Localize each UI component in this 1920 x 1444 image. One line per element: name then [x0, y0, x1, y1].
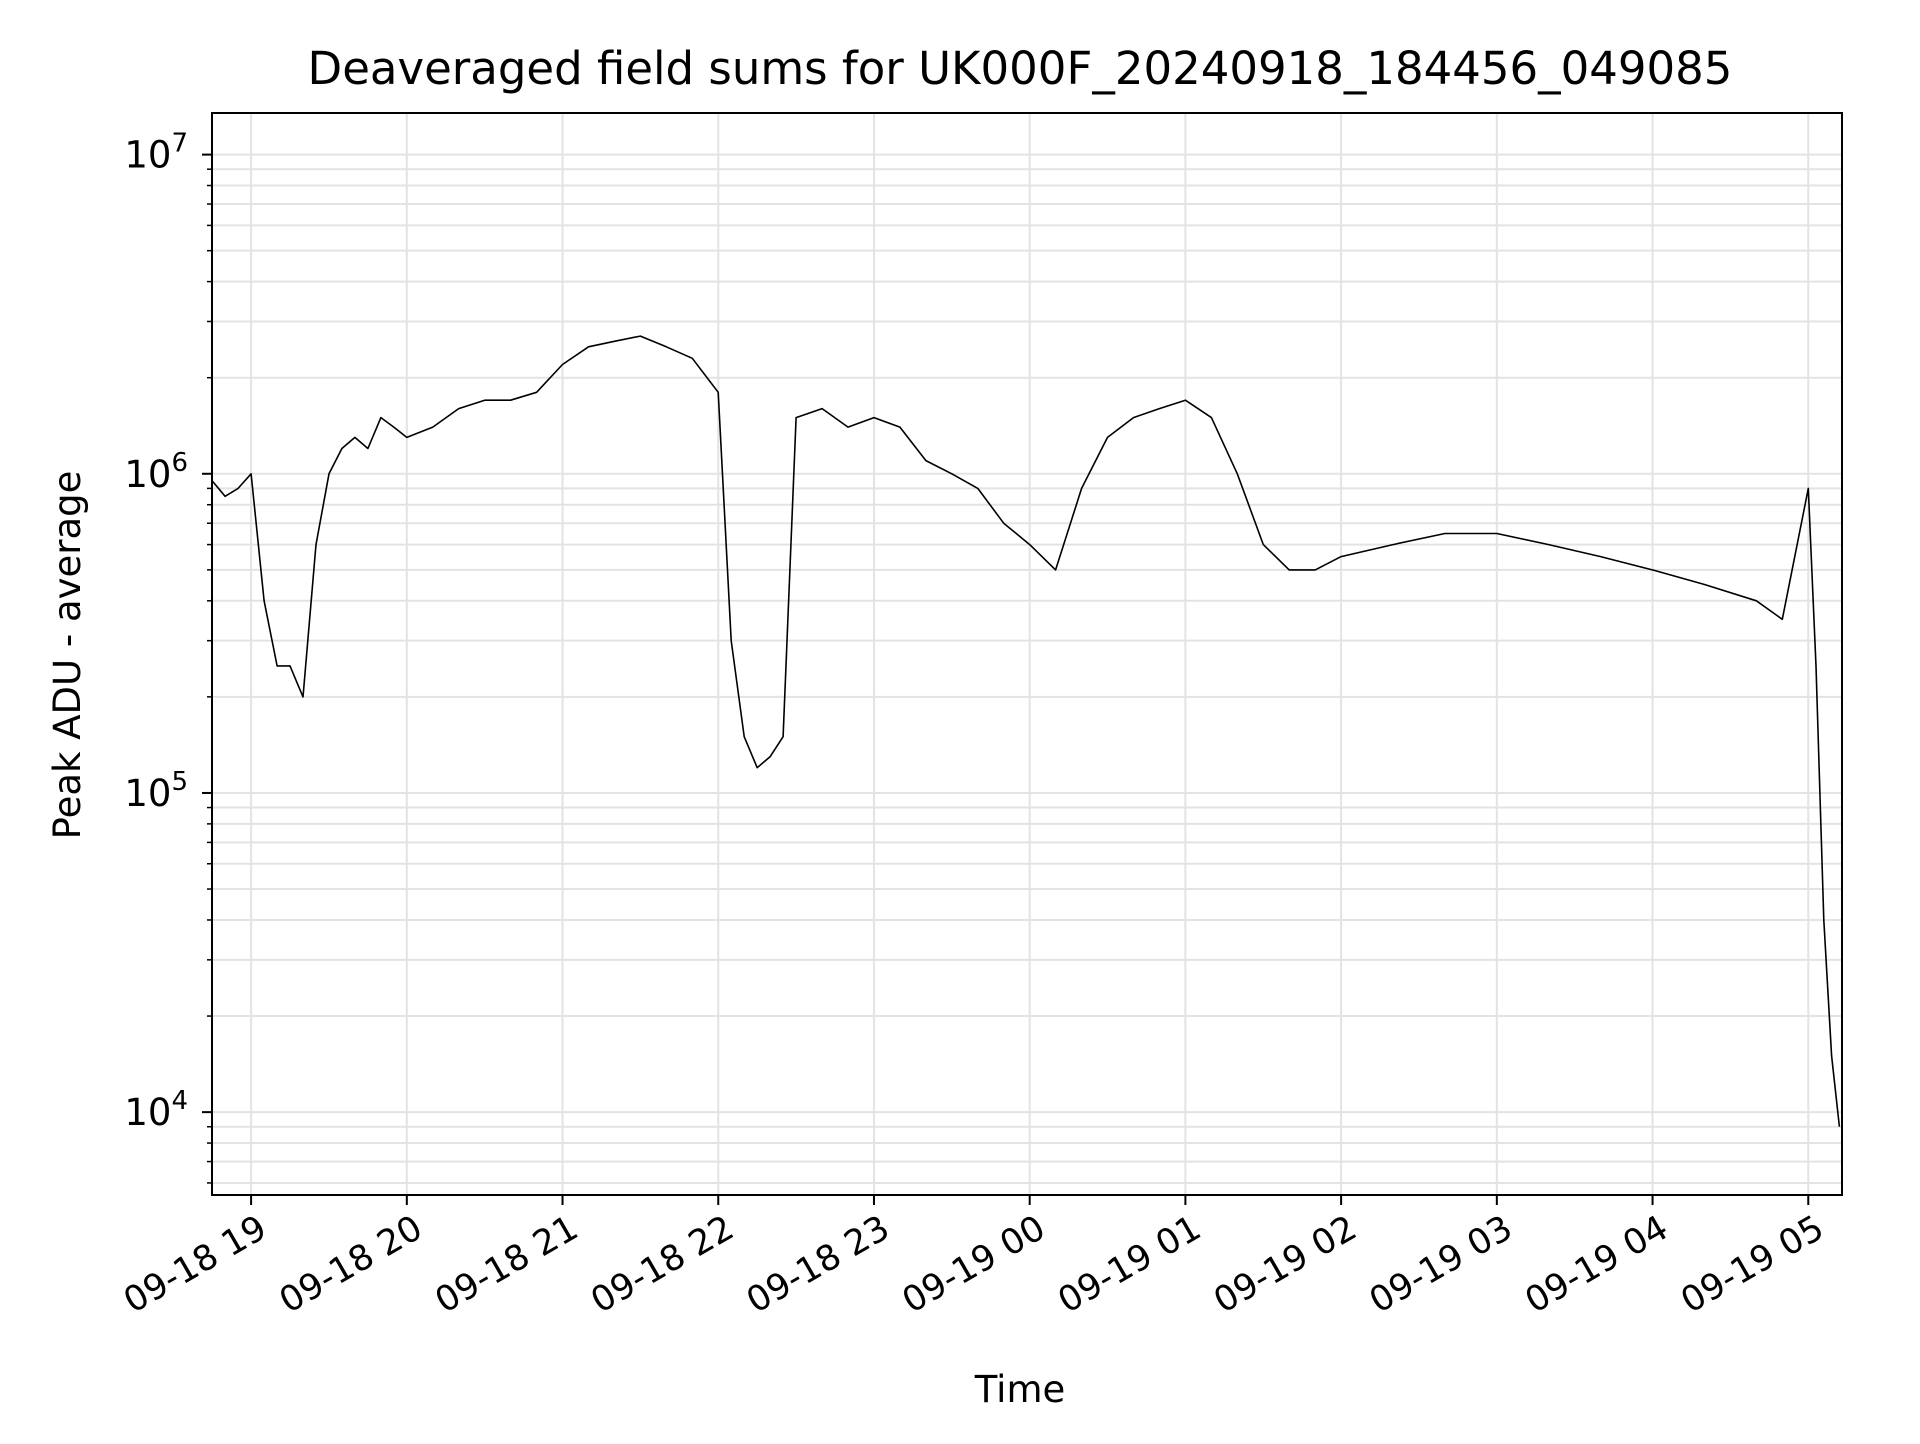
y-tick-label: 106 — [124, 448, 188, 496]
y-tick-label: 107 — [124, 129, 188, 177]
y-tick-label: 104 — [124, 1086, 188, 1134]
y-axis-label: Peak ADU - average — [46, 471, 89, 840]
y-axis: 104 105 106 107 — [124, 129, 212, 1184]
series-line — [212, 335, 1841, 1127]
series-layer — [212, 335, 1841, 1127]
x-axis-label: Time — [974, 1368, 1066, 1411]
chart-title: Deaveraged field sums for UK000F_2024091… — [308, 42, 1733, 95]
plot-frame — [211, 112, 1843, 1196]
grid — [212, 113, 1842, 1195]
y-tick-label: 105 — [124, 767, 188, 815]
